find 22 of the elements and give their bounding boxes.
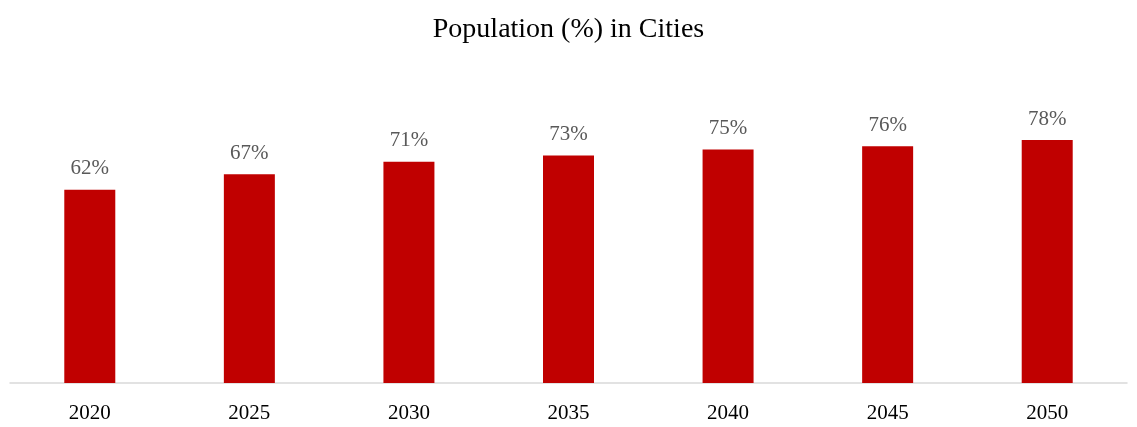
- data-label: 67%: [230, 139, 269, 164]
- x-tick-label: 2050: [1026, 399, 1069, 424]
- bar: [383, 161, 435, 383]
- data-label: 71%: [389, 127, 429, 152]
- bar: [223, 174, 275, 383]
- bar: [862, 146, 914, 383]
- bar: [1021, 140, 1073, 383]
- x-tick-label: 2045: [866, 399, 909, 424]
- x-tick-label: 2035: [547, 399, 590, 424]
- x-tick-label: 2030: [387, 399, 430, 424]
- x-tick-label: 2025: [228, 399, 271, 424]
- x-tick-label: 2040: [707, 399, 750, 424]
- bar: [543, 155, 594, 383]
- data-label: 62%: [70, 155, 110, 180]
- data-label: 75%: [708, 114, 748, 139]
- bar: [64, 189, 116, 383]
- x-tick-label: 2020: [68, 399, 111, 424]
- bar: [702, 149, 754, 383]
- chart-title: Population (%) in Cities: [432, 11, 705, 43]
- data-label: 78%: [1027, 105, 1067, 130]
- data-label: 76%: [868, 111, 907, 136]
- data-label: 73%: [549, 121, 588, 146]
